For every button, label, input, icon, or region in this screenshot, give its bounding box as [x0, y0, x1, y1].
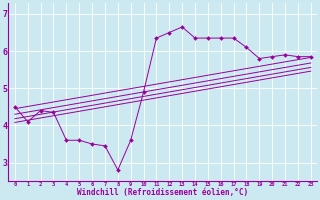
- X-axis label: Windchill (Refroidissement éolien,°C): Windchill (Refroidissement éolien,°C): [77, 188, 248, 197]
